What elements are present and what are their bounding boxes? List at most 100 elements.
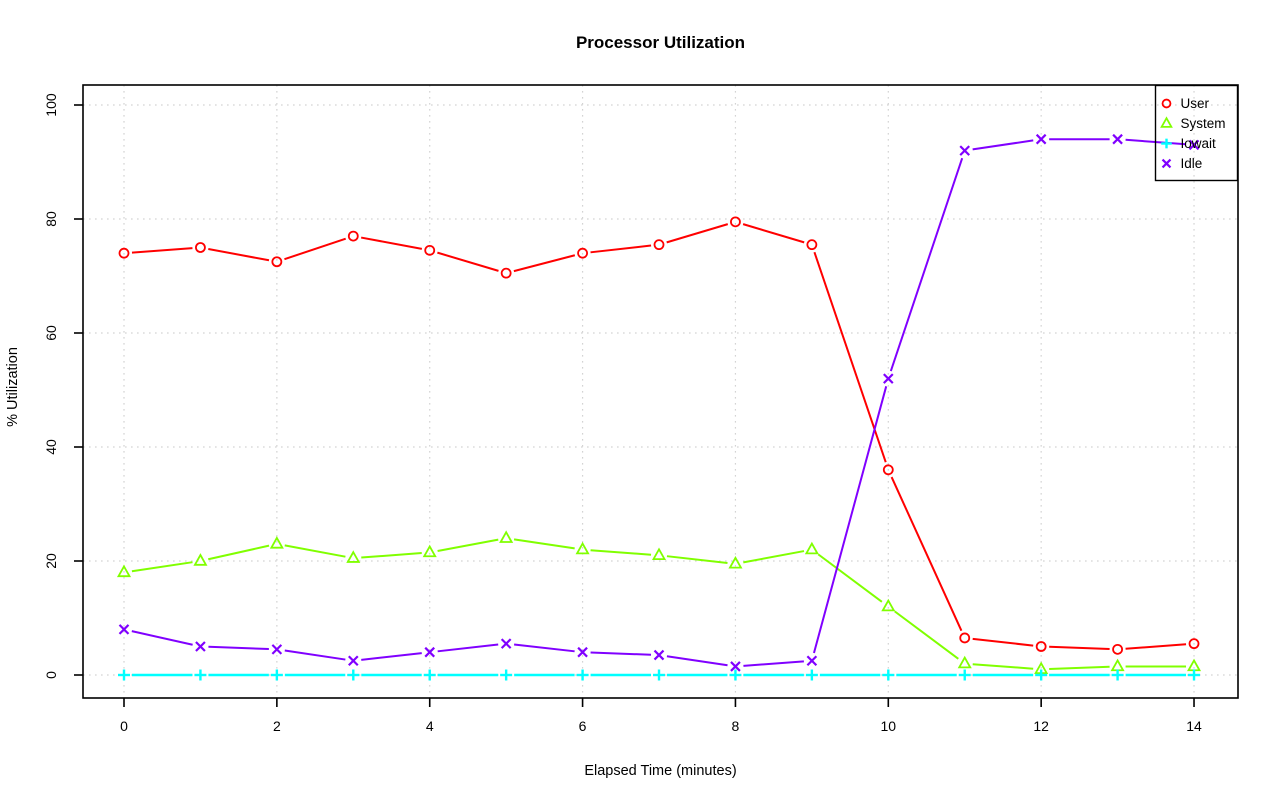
y-tick-label: 60	[43, 325, 59, 341]
marker-triangle	[651, 547, 667, 560]
y-tick-label: 0	[43, 671, 59, 679]
series-line-segment	[666, 655, 728, 667]
marker-x	[118, 624, 130, 635]
marker-circle	[882, 464, 894, 476]
x-tick-label: 6	[579, 718, 587, 734]
marker-circle	[959, 632, 971, 644]
x-axis-title: Elapsed Time (minutes)	[584, 763, 737, 779]
marker-circle	[806, 239, 818, 251]
marker-triangle	[1110, 658, 1125, 672]
y-axis: 0 20 40 60 80 100	[43, 93, 83, 679]
series-line-segment	[590, 549, 652, 556]
series-line-segment	[131, 630, 193, 646]
marker-triangle	[422, 544, 437, 558]
series-line-segment	[817, 553, 883, 603]
series-user	[118, 216, 1200, 655]
series-line-segment	[208, 645, 269, 651]
legend-label: User	[1181, 96, 1210, 111]
marker-circle	[1035, 641, 1047, 652]
marker-x	[653, 649, 665, 661]
series-line-segment	[813, 251, 887, 463]
marker-x	[730, 661, 741, 672]
marker-triangle	[957, 655, 972, 669]
series-line-segment	[894, 610, 959, 660]
marker-triangle	[881, 598, 896, 612]
y-axis-title: % Utilization	[5, 347, 21, 427]
marker-circle	[1161, 98, 1172, 109]
marker-x	[806, 655, 818, 667]
marker-triangle	[499, 530, 514, 543]
series-iowait	[118, 669, 1201, 681]
x-tick-label: 14	[1186, 718, 1202, 734]
x-tick-label: 8	[732, 718, 740, 734]
x-tick-label: 12	[1033, 718, 1049, 734]
series-line-segment	[284, 649, 346, 661]
marker-x	[500, 638, 512, 649]
series-line-segment	[361, 552, 422, 559]
marker-triangle	[269, 536, 284, 549]
series-line-segment	[361, 652, 422, 661]
legend: User System Iowait Idle	[1154, 84, 1239, 182]
series-line-segment	[1049, 665, 1110, 671]
marker-x	[883, 373, 894, 384]
series-line-segment	[972, 139, 1034, 151]
marker-triangle	[575, 541, 590, 555]
marker-circle	[118, 247, 130, 259]
series-line-segment	[743, 550, 805, 564]
series-system	[116, 530, 1202, 674]
series-line-segment	[890, 476, 963, 632]
legend-box	[1154, 84, 1239, 182]
marker-x	[1161, 158, 1172, 169]
marker-circle	[1112, 643, 1123, 655]
marker-triangle	[804, 541, 819, 555]
series-line-segment	[812, 386, 888, 654]
legend-label: Iowait	[1181, 136, 1217, 151]
x-tick-label: 4	[426, 718, 434, 734]
grid	[83, 85, 1238, 698]
marker-circle	[730, 216, 741, 228]
marker-circle	[500, 267, 512, 279]
series-line-segment	[666, 555, 728, 564]
y-tick-label: 40	[43, 439, 59, 455]
y-tick-label: 80	[43, 211, 59, 227]
series-line-segment	[131, 561, 193, 573]
marker-x	[1035, 133, 1047, 145]
marker-circle	[347, 230, 359, 242]
y-tick-label: 100	[43, 93, 59, 117]
marker-x	[577, 646, 588, 658]
series-line-segment	[889, 157, 964, 372]
series-line-segment	[284, 237, 347, 261]
marker-triangle	[1160, 116, 1173, 128]
series-line-segment	[590, 651, 652, 656]
y-tick-label: 20	[43, 553, 59, 569]
series-line-segment	[437, 643, 499, 653]
marker-circle	[195, 242, 206, 253]
legend-label: Idle	[1181, 156, 1203, 171]
series-line-segment	[513, 254, 576, 273]
series-line-segment	[360, 236, 423, 250]
series-line-segment	[1125, 643, 1187, 650]
marker-circle	[577, 247, 588, 259]
marker-circle	[271, 256, 283, 268]
marker-triangle	[1186, 658, 1202, 672]
series-line-segment	[437, 538, 499, 552]
series-line-segment	[666, 223, 729, 244]
series-line-segment	[208, 247, 270, 262]
x-tick-label: 0	[120, 718, 128, 734]
marker-x	[271, 644, 283, 655]
series-line-segment	[743, 660, 804, 667]
marker-circle	[424, 244, 436, 256]
marker-x	[195, 641, 206, 652]
marker-x	[348, 655, 359, 667]
series-line-segment	[208, 544, 270, 561]
x-tick-label: 2	[273, 718, 281, 734]
marker-triangle	[728, 556, 743, 569]
series-line-segment	[513, 538, 575, 550]
marker-x	[1188, 139, 1200, 151]
series-line-segment	[131, 247, 193, 254]
marker-triangle	[346, 550, 361, 563]
chart-title: Processor Utilization	[575, 33, 746, 52]
series-line-segment	[284, 544, 346, 558]
x-tick-label: 10	[881, 718, 897, 734]
